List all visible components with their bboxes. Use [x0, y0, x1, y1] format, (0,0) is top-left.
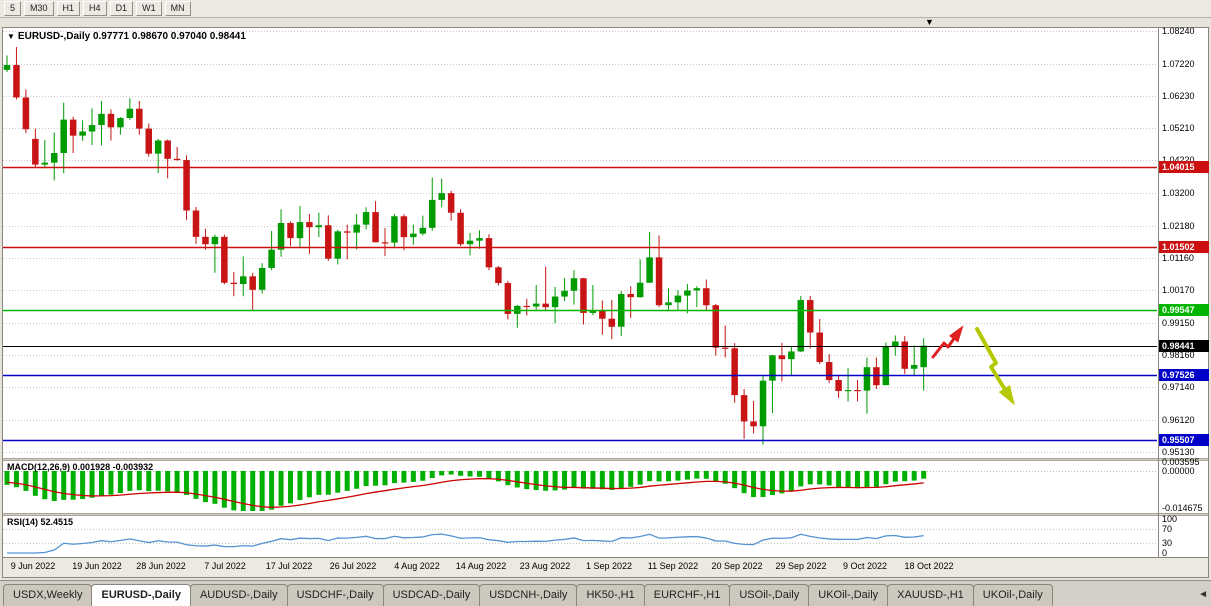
- symbol-tab-bar: USDX,Weekly EURUSD-,Daily AUDUSD-,Daily USD…: [0, 580, 1211, 606]
- symbol-tab-usoil-daily[interactable]: USOil-,Daily: [729, 584, 810, 606]
- tab-scroll-left-icon[interactable]: ◄: [1198, 589, 1208, 600]
- symbol-tab-eurusd-daily[interactable]: EURUSD-,Daily: [91, 584, 191, 606]
- timeframe-button-h1[interactable]: H1: [56, 1, 81, 16]
- symbol-tab-ukoil-daily[interactable]: UKOil-,Daily: [972, 584, 1053, 606]
- symbol-tab-usdchf-daily[interactable]: USDCHF-,Daily: [286, 584, 384, 606]
- timeframe-button-5[interactable]: 5: [4, 1, 22, 16]
- symbol-tab-xauusd-h1[interactable]: XAUUSD-,H1: [887, 584, 974, 606]
- symbol-tab-audusd-daily[interactable]: AUDUSD-,Daily: [189, 584, 288, 606]
- symbol-tab-usdcad-daily[interactable]: USDCAD-,Daily: [382, 584, 481, 606]
- symbol-tab-usdcnh-daily[interactable]: USDCNH-,Daily: [479, 584, 578, 606]
- timeframe-button-h4[interactable]: H4: [83, 1, 107, 16]
- timeframe-button-w1[interactable]: W1: [136, 1, 162, 16]
- timeframe-button-d1[interactable]: D1: [109, 1, 134, 16]
- symbol-tab-usdx-weekly[interactable]: USDX,Weekly: [3, 584, 93, 606]
- timeframe-toolbar: 5 M30 H1 H4 D1 W1 MN: [0, 0, 1211, 18]
- symbol-tab-eurchf-h1[interactable]: EURCHF-,H1: [643, 584, 731, 606]
- symbol-tab-ukoil-daily[interactable]: UKOil-,Daily: [808, 584, 889, 606]
- timeframe-button-m30[interactable]: M30: [24, 1, 54, 16]
- symbol-tab-hk50-h1[interactable]: HK50-,H1: [576, 584, 645, 606]
- timeframe-button-mn[interactable]: MN: [164, 1, 191, 16]
